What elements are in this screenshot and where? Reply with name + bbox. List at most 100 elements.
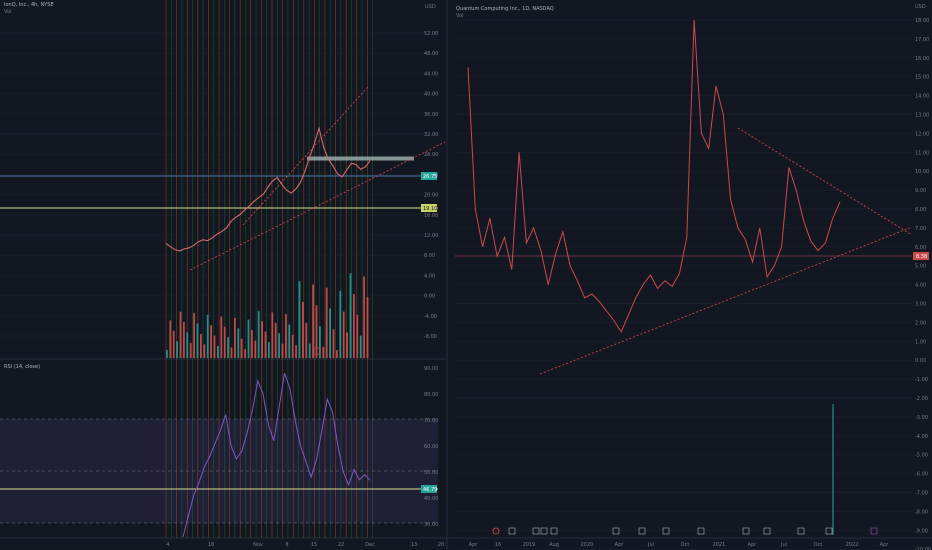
left-x-tick: Nov bbox=[253, 542, 263, 548]
rsi-y-tick: 70.00 bbox=[424, 418, 438, 424]
left-vol-label: Vol bbox=[4, 9, 12, 15]
left-y-tick: 0.00 bbox=[424, 294, 435, 300]
left-y-tick: 36.00 bbox=[424, 112, 438, 118]
right-y-tick: -6.00 bbox=[915, 472, 928, 478]
right-x-tick: 2022 bbox=[846, 542, 859, 548]
right-chart-title: Quantum Computing Inc., 1D, NASDAQ bbox=[456, 6, 554, 12]
rsi-y-tick: 80.00 bbox=[424, 392, 438, 398]
left-time-axis: 4 18 Nov 8 15 22 Dec 13 20 bbox=[166, 542, 444, 548]
left-x-tick: 18 bbox=[208, 542, 214, 548]
right-y-tick: 9.00 bbox=[915, 188, 926, 194]
right-y-tick: 8.00 bbox=[915, 207, 926, 213]
right-time-axis: Apr 16 2019 Aug 2020 Apr Jul Oct 2021 Apr Jul Oct 20… bbox=[469, 542, 890, 548]
right-x-tick: Oct bbox=[814, 542, 823, 548]
rsi-y-tick: 40.00 bbox=[424, 496, 438, 502]
right-x-tick: Apr bbox=[469, 542, 479, 548]
right-x-tick: 2020 bbox=[581, 542, 594, 548]
left-y-tick: 44.00 bbox=[424, 71, 438, 77]
left-currency: USD bbox=[425, 4, 436, 10]
left-x-tick: 4 bbox=[166, 542, 169, 548]
right-y-tick: 14.00 bbox=[915, 94, 929, 100]
left-y-tick: 8.00 bbox=[424, 253, 435, 259]
right-y-tick: -10.00 bbox=[915, 547, 931, 550]
right-y-tick: -5.00 bbox=[915, 453, 928, 459]
right-y-tick: 10.00 bbox=[915, 169, 929, 175]
left-level-badge: 19.10 bbox=[423, 206, 437, 212]
event-markers bbox=[313, 347, 878, 535]
left-y-tick: 52.00 bbox=[424, 31, 438, 37]
right-y-tick: -1.00 bbox=[915, 377, 928, 383]
left-y-tick: 40.00 bbox=[424, 92, 438, 98]
right-x-tick: Jul bbox=[780, 542, 787, 548]
right-y-tick: 0.00 bbox=[915, 358, 926, 364]
triangle-lower bbox=[539, 226, 913, 375]
qubt-price-line bbox=[467, 19, 841, 333]
right-x-tick: Apr bbox=[615, 542, 625, 548]
right-y-tick: -7.00 bbox=[915, 491, 928, 497]
right-y-tick: 7.00 bbox=[915, 226, 926, 232]
rsi-y-tick: 50.00 bbox=[424, 470, 438, 476]
right-y-tick: -9.00 bbox=[915, 528, 928, 534]
right-currency: USD bbox=[915, 4, 926, 10]
rsi-y-tick: 60.00 bbox=[424, 444, 438, 450]
right-vol-label: Vol bbox=[456, 13, 464, 19]
rsi-axis: 90.00 80.00 70.00 60.00 50.00 40.00 30.00 bbox=[424, 366, 438, 528]
triangle-upper bbox=[737, 127, 913, 236]
right-y-tick: -8.00 bbox=[915, 509, 928, 515]
right-y-tick: 5.00 bbox=[915, 264, 926, 270]
channel-upper bbox=[242, 86, 369, 226]
left-y-tick: 16.00 bbox=[424, 213, 438, 219]
right-y-tick: 12.00 bbox=[915, 131, 929, 137]
right-y-tick: 18.00 bbox=[915, 18, 929, 24]
rsi-y-tick: 30.00 bbox=[424, 522, 438, 528]
left-price-badge: 26.75 bbox=[423, 174, 437, 180]
right-grid bbox=[455, 19, 912, 550]
right-x-tick: 2019 bbox=[523, 542, 536, 548]
right-y-tick: 1.00 bbox=[915, 339, 926, 345]
left-y-tick: 48.00 bbox=[424, 51, 438, 57]
left-grid bbox=[0, 32, 438, 337]
left-x-tick: 13 bbox=[411, 542, 417, 548]
cycle-lines bbox=[165, 0, 374, 538]
left-chart-title: IonQ, Inc., 4h, NYSE bbox=[4, 2, 54, 8]
channel-lower bbox=[189, 141, 446, 271]
rsi-line bbox=[182, 373, 371, 538]
left-x-tick: 22 bbox=[338, 542, 344, 548]
right-y-tick: 4.00 bbox=[915, 283, 926, 289]
left-y-tick: -8.00 bbox=[424, 334, 437, 340]
right-y-tick: 2.00 bbox=[915, 320, 926, 326]
right-x-tick: Jul bbox=[647, 542, 654, 548]
right-price-axis: 18.00 17.00 16.00 15.00 14.00 13.00 12.00 11.00… bbox=[915, 18, 931, 550]
right-x-tick: Oct bbox=[681, 542, 690, 548]
right-x-tick: 2021 bbox=[713, 542, 726, 548]
right-x-tick: Apr bbox=[748, 542, 758, 548]
ionq-volume-bars bbox=[166, 273, 369, 358]
right-y-tick: 16.00 bbox=[915, 56, 929, 62]
right-x-tick: Aug bbox=[549, 542, 559, 548]
rsi-badge: 46.79 bbox=[423, 487, 437, 493]
right-y-tick: -4.00 bbox=[915, 434, 928, 440]
left-y-tick: -4.00 bbox=[424, 314, 437, 320]
right-price-badge: 8.38 bbox=[916, 254, 927, 260]
left-y-tick: 20.00 bbox=[424, 193, 438, 199]
right-y-tick: 17.00 bbox=[915, 37, 929, 43]
resistance-zone bbox=[307, 156, 414, 161]
left-y-tick: 28.00 bbox=[424, 152, 438, 158]
left-y-tick: 12.00 bbox=[424, 233, 438, 239]
rsi-title: RSI (14, close) bbox=[4, 364, 41, 370]
right-y-tick: 15.00 bbox=[915, 75, 929, 81]
right-y-tick: 6.00 bbox=[915, 245, 926, 251]
left-x-tick: 8 bbox=[285, 542, 288, 548]
right-x-tick: Apr bbox=[880, 542, 890, 548]
right-y-tick: 13.00 bbox=[915, 113, 929, 119]
right-y-tick: -2.00 bbox=[915, 396, 928, 402]
right-x-tick: 16 bbox=[495, 542, 501, 548]
rsi-y-tick: 90.00 bbox=[424, 366, 438, 372]
left-x-tick: Dec bbox=[365, 542, 375, 548]
right-y-tick: 3.00 bbox=[915, 302, 926, 308]
left-y-tick: 4.00 bbox=[424, 273, 435, 279]
left-x-tick: 20 bbox=[438, 542, 444, 548]
left-price-axis: 52.0048.0044.0040.0036.0032.0028.0024.00… bbox=[424, 31, 438, 340]
